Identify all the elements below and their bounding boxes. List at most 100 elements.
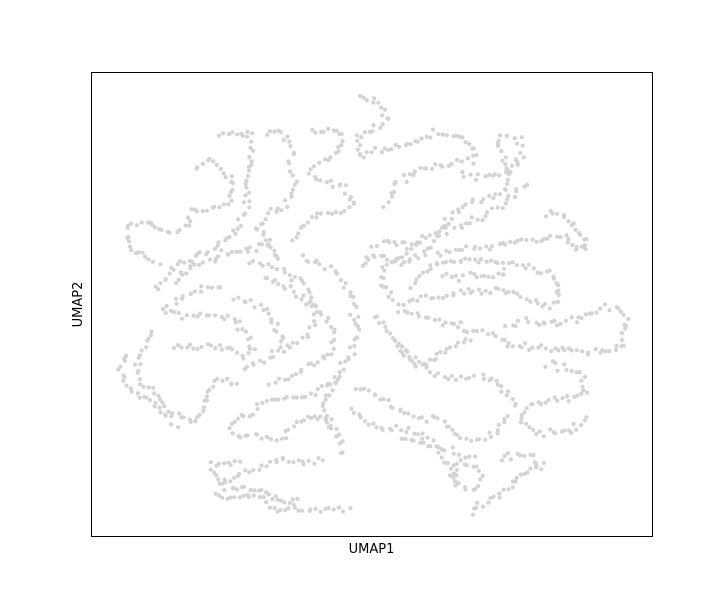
data-point xyxy=(378,397,383,402)
data-point xyxy=(500,206,505,211)
data-point xyxy=(234,487,240,492)
data-point xyxy=(156,393,161,398)
data-point xyxy=(424,365,429,370)
data-point xyxy=(157,405,162,410)
data-point xyxy=(411,438,416,443)
data-point xyxy=(267,505,273,510)
data-point xyxy=(518,420,524,425)
data-point xyxy=(530,345,535,350)
data-point xyxy=(537,429,542,434)
data-point xyxy=(414,242,419,247)
data-point xyxy=(518,150,523,156)
data-point xyxy=(176,277,181,282)
data-point xyxy=(509,163,514,168)
data-point xyxy=(483,214,488,219)
data-point xyxy=(483,288,488,293)
data-point xyxy=(289,191,294,196)
data-point xyxy=(503,162,508,167)
data-point xyxy=(548,427,553,432)
data-point xyxy=(337,370,342,375)
data-point xyxy=(282,500,287,505)
data-point xyxy=(334,426,339,431)
data-point xyxy=(404,251,409,256)
data-point xyxy=(230,181,235,186)
data-point xyxy=(306,171,311,176)
data-point xyxy=(342,191,347,196)
data-point xyxy=(326,315,331,320)
data-point xyxy=(534,320,539,325)
data-point xyxy=(455,432,460,437)
data-point xyxy=(389,147,394,152)
data-point xyxy=(184,313,189,318)
data-point xyxy=(530,237,535,242)
data-point xyxy=(583,247,588,252)
data-point xyxy=(418,165,423,170)
data-point xyxy=(358,415,363,420)
data-point xyxy=(291,289,296,294)
data-point xyxy=(406,411,411,416)
data-point xyxy=(603,349,608,354)
data-point xyxy=(475,500,480,505)
data-point xyxy=(191,346,196,351)
data-point xyxy=(318,211,323,216)
data-point xyxy=(444,133,449,138)
data-point xyxy=(511,323,516,328)
data-point xyxy=(236,473,241,478)
data-point xyxy=(415,139,420,144)
data-point xyxy=(288,284,293,289)
data-point xyxy=(226,131,231,137)
data-point xyxy=(446,376,451,381)
data-point xyxy=(243,329,249,334)
data-point xyxy=(314,177,319,182)
data-point xyxy=(449,216,454,221)
data-point xyxy=(306,259,311,264)
data-point xyxy=(301,281,306,286)
data-point xyxy=(483,437,488,442)
data-point xyxy=(514,475,519,480)
data-point xyxy=(163,277,168,282)
data-point xyxy=(121,378,126,383)
data-point xyxy=(240,327,245,332)
data-point xyxy=(564,394,570,399)
data-point xyxy=(314,215,319,220)
data-point xyxy=(227,193,232,198)
data-point xyxy=(221,171,226,176)
data-point xyxy=(403,436,408,442)
data-point xyxy=(200,161,205,166)
data-point xyxy=(360,263,365,269)
data-point xyxy=(217,205,222,210)
data-point xyxy=(315,417,320,422)
data-point xyxy=(366,422,371,427)
data-point xyxy=(235,327,240,332)
data-point xyxy=(543,400,548,405)
data-point xyxy=(401,353,406,358)
data-point xyxy=(213,491,218,496)
data-point xyxy=(173,280,179,286)
data-point xyxy=(204,398,210,403)
data-point xyxy=(553,361,558,366)
data-point xyxy=(413,355,418,360)
data-point xyxy=(565,240,570,245)
data-point xyxy=(229,249,234,255)
data-point xyxy=(433,231,438,236)
data-point xyxy=(474,152,479,158)
data-point xyxy=(192,262,197,267)
data-point xyxy=(506,177,511,182)
data-point xyxy=(272,505,277,510)
data-point xyxy=(247,245,252,250)
data-point xyxy=(257,467,262,472)
data-point xyxy=(416,256,421,261)
data-point xyxy=(462,291,467,296)
data-point xyxy=(286,377,291,382)
data-point xyxy=(514,263,519,268)
data-point xyxy=(555,299,561,304)
data-point xyxy=(531,266,536,271)
data-point xyxy=(232,419,237,424)
data-point xyxy=(555,211,560,216)
data-point xyxy=(229,198,234,203)
data-point xyxy=(269,320,274,325)
data-point xyxy=(331,507,336,512)
data-point xyxy=(346,357,351,362)
data-point xyxy=(261,232,266,237)
